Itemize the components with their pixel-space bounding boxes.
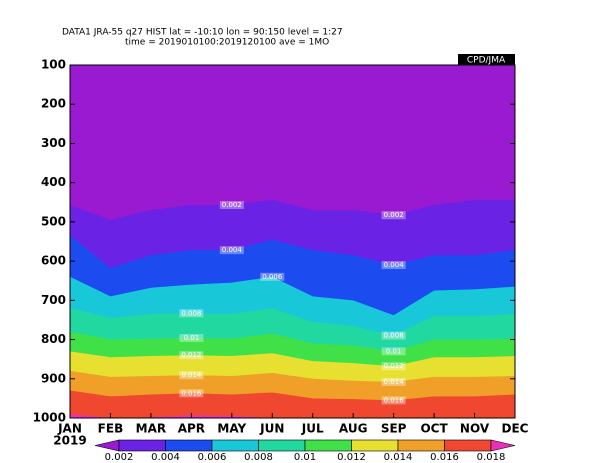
y-tick-label: 900 xyxy=(41,371,66,385)
x-tick-label: JUN xyxy=(259,422,284,436)
contour-label: 0.006 xyxy=(262,273,283,281)
x-axis-label: 2019 xyxy=(53,434,86,448)
contour-label-box xyxy=(381,261,406,270)
contour-label-box xyxy=(179,351,204,360)
y-tick-label: 600 xyxy=(41,254,66,268)
colorbar-end xyxy=(94,439,120,452)
colorbar-label: 0.018 xyxy=(477,452,506,463)
contour-label-box xyxy=(260,272,285,281)
contour-label-box xyxy=(219,201,244,210)
colorbar-label: 0.002 xyxy=(105,452,134,463)
colorbar-label: 0.01 xyxy=(294,452,316,463)
x-tick-label: SEP xyxy=(381,422,407,436)
x-tick-label: JUL xyxy=(301,422,324,436)
contour-band xyxy=(70,414,515,418)
colorbar-segment xyxy=(258,439,306,452)
credit-box xyxy=(458,54,515,65)
colorbar-segment xyxy=(211,439,259,452)
contour-label-box xyxy=(381,362,406,371)
colorbar-label: 0.012 xyxy=(337,452,366,463)
colorbar-segment xyxy=(304,439,352,452)
x-tick-label: FEB xyxy=(98,422,124,436)
contour-label-box xyxy=(179,333,204,342)
contour-label: 0.016 xyxy=(181,389,202,397)
y-tick-label: 700 xyxy=(41,293,66,307)
colorbar-segment xyxy=(444,439,492,452)
contour-label-box xyxy=(381,377,406,386)
x-tick-label: DEC xyxy=(502,422,529,436)
contour-label: 0.016 xyxy=(384,396,405,404)
contour-label: 0.014 xyxy=(181,371,202,379)
contour-label: 0.012 xyxy=(181,351,201,359)
y-tick-label: 1000 xyxy=(33,411,66,425)
x-tick-label: OCT xyxy=(420,422,448,436)
y-tick-label: 200 xyxy=(41,97,66,111)
x-tick-label: JAN xyxy=(57,422,82,436)
contour-label-box xyxy=(219,246,244,255)
contour-label: 0.004 xyxy=(222,246,243,254)
contour-label-box xyxy=(381,211,406,220)
contour-label: 0.014 xyxy=(384,378,405,386)
colorbar-label: 0.006 xyxy=(198,452,227,463)
x-tick-label: MAR xyxy=(136,422,166,436)
y-tick-label: 500 xyxy=(41,214,66,228)
contour-label-box xyxy=(179,389,204,398)
colorbar-segment xyxy=(397,439,445,452)
x-tick-label: NOV xyxy=(460,422,490,436)
colorbar-label: 0.008 xyxy=(244,452,273,463)
y-tick-label: 100 xyxy=(41,58,66,72)
x-tick-label: AUG xyxy=(339,422,368,436)
y-tick-label: 800 xyxy=(41,332,66,346)
contour-label-box xyxy=(179,371,204,380)
contour-band xyxy=(70,390,515,418)
contour-label-box xyxy=(381,396,406,405)
contour-label: 0.012 xyxy=(384,362,404,370)
y-tick-label: 300 xyxy=(41,136,66,150)
contour-label: 0.01 xyxy=(386,347,402,355)
contour-label: 0.004 xyxy=(384,261,405,269)
contour-label: 0.002 xyxy=(222,201,242,209)
credit: CPD/JMA xyxy=(467,56,506,66)
subheader: time = 2019010100:2019120100 ave = 1MO xyxy=(125,38,329,48)
contour-label: 0.008 xyxy=(384,332,404,340)
contour-label-box xyxy=(381,347,406,356)
y-tick-label: 400 xyxy=(41,175,66,189)
contour-label: 0.008 xyxy=(181,309,201,317)
colorbar-label: 0.014 xyxy=(384,452,413,463)
contour-label-box xyxy=(179,309,204,318)
x-tick-label: MAY xyxy=(217,422,246,436)
header: DATA1 JRA-55 q27 HIST lat = -10:10 lon =… xyxy=(62,28,343,38)
contour-label: 0.002 xyxy=(384,211,404,219)
colorbar-end xyxy=(490,439,516,452)
contour-label-box xyxy=(381,331,406,340)
contour-label: 0.01 xyxy=(184,334,200,342)
colorbar-label: 0.004 xyxy=(151,452,180,463)
colorbar-segment xyxy=(165,439,213,452)
colorbar-segment xyxy=(351,439,399,452)
plot-frame xyxy=(69,64,516,419)
colorbar-label: 0.016 xyxy=(430,452,459,463)
x-tick-label: APR xyxy=(178,422,205,436)
colorbar-segment xyxy=(118,439,166,452)
